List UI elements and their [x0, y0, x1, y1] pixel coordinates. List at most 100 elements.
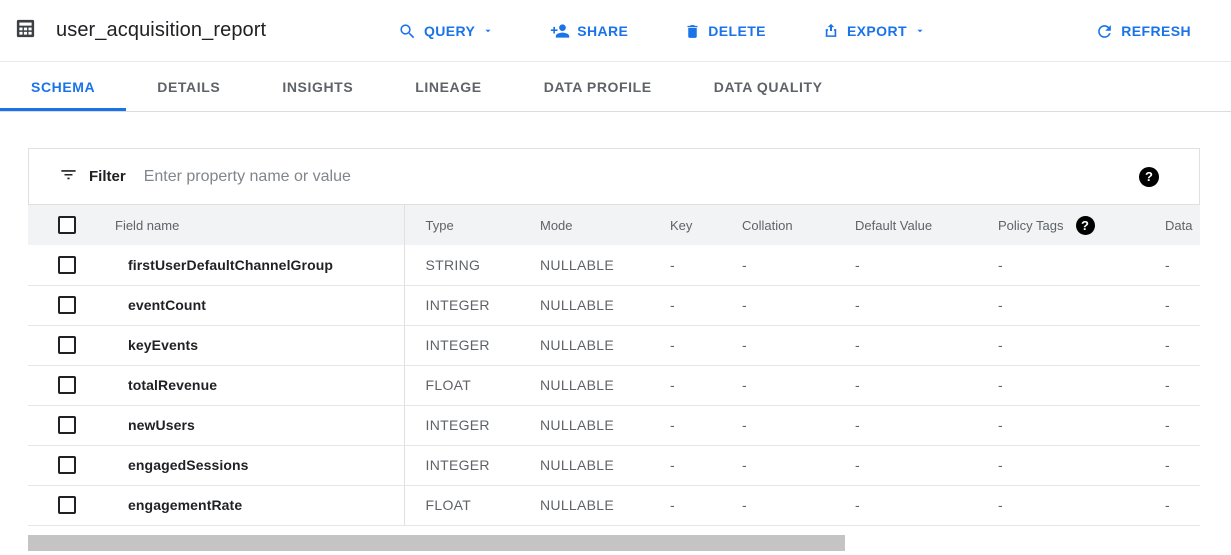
search-icon [398, 22, 417, 41]
refresh-icon [1095, 22, 1114, 41]
cell-field-name: newUsers [100, 405, 404, 446]
cell-default-value: - [840, 325, 984, 366]
column-header-type: Type [403, 205, 528, 245]
table-header-row: Field name Type Mode Key Collation Defau… [28, 205, 1200, 245]
filter-help-icon[interactable]: ? [1139, 166, 1159, 187]
row-checkbox[interactable] [58, 456, 76, 474]
cell-key: - [656, 445, 728, 486]
cell-policy-tags: - [984, 365, 1150, 406]
table-row: keyEvents INTEGER NULLABLE - - - - - [28, 325, 1200, 366]
cell-data: - [1150, 445, 1200, 486]
table-row: totalRevenue FLOAT NULLABLE - - - - - [28, 365, 1200, 406]
cell-data: - [1150, 325, 1200, 366]
cell-collation: - [728, 325, 840, 366]
cell-mode: NULLABLE [528, 445, 656, 486]
cell-mode: NULLABLE [528, 285, 656, 326]
share-button[interactable]: SHARE [550, 21, 628, 41]
cell-policy-tags: - [984, 485, 1150, 526]
refresh-button[interactable]: REFRESH [1095, 0, 1191, 62]
trash-icon [684, 23, 701, 40]
row-checkbox[interactable] [58, 416, 76, 434]
column-header-data: Data [1150, 205, 1200, 245]
toolbar: user_acquisition_report QUERY SHARE DELE… [0, 0, 1231, 62]
cell-mode: NULLABLE [528, 325, 656, 366]
horizontal-scrollbar [28, 534, 1214, 551]
policy-tags-help-icon[interactable]: ? [1075, 215, 1095, 235]
tab-data-quality[interactable]: DATA QUALITY [713, 78, 823, 95]
cell-key: - [656, 365, 728, 406]
cell-mode: NULLABLE [528, 485, 656, 526]
cell-collation: - [728, 365, 840, 406]
row-checkbox[interactable] [58, 376, 76, 394]
cell-type: FLOAT [403, 365, 528, 406]
delete-button[interactable]: DELETE [684, 23, 766, 40]
cell-collation: - [728, 485, 840, 526]
schema-table: Field name Type Mode Key Collation Defau… [28, 205, 1200, 526]
table-row: firstUserDefaultChannelGroup STRING NULL… [28, 245, 1200, 286]
cell-data: - [1150, 365, 1200, 406]
cell-field-name: totalRevenue [100, 365, 404, 406]
cell-key: - [656, 245, 728, 286]
select-all-checkbox[interactable] [58, 216, 76, 234]
table-row: eventCount INTEGER NULLABLE - - - - - [28, 285, 1200, 326]
cell-data: - [1150, 405, 1200, 446]
table-row: engagedSessions INTEGER NULLABLE - - - -… [28, 445, 1200, 486]
cell-policy-tags: - [984, 245, 1150, 286]
cell-default-value: - [840, 405, 984, 446]
toolbar-actions: QUERY SHARE DELETE EXPORT [398, 0, 926, 62]
filter-input[interactable] [143, 167, 1199, 186]
cell-field-name: engagementRate [100, 485, 404, 526]
cell-default-value: - [840, 245, 984, 286]
cell-policy-tags: - [984, 445, 1150, 486]
cell-key: - [656, 405, 728, 446]
column-header-collation: Collation [728, 205, 840, 245]
cell-policy-tags: - [984, 285, 1150, 326]
cell-default-value: - [840, 485, 984, 526]
chevron-down-icon [482, 25, 494, 37]
query-button-label: QUERY [424, 23, 476, 39]
cell-field-name: firstUserDefaultChannelGroup [100, 245, 404, 286]
column-header-field-name: Field name [100, 205, 404, 245]
schema-panel: Filter ? Field name Type Mode Key Collat… [28, 148, 1200, 526]
cell-type: INTEGER [403, 445, 528, 486]
export-upload-icon [822, 22, 840, 40]
cell-key: - [656, 285, 728, 326]
tab-schema[interactable]: SCHEMA [0, 62, 127, 111]
cell-collation: - [728, 245, 840, 286]
cell-data: - [1150, 485, 1200, 526]
row-checkbox[interactable] [58, 255, 76, 274]
column-header-default-value: Default Value [840, 205, 984, 245]
query-button[interactable]: QUERY [398, 22, 494, 41]
export-button[interactable]: EXPORT [822, 22, 926, 40]
table-row: newUsers INTEGER NULLABLE - - - - - [28, 405, 1200, 446]
column-header-policy-tags: Policy Tags ? [984, 205, 1150, 245]
tab-details[interactable]: DETAILS [157, 78, 221, 95]
share-button-label: SHARE [577, 23, 629, 39]
row-checkbox[interactable] [58, 496, 76, 514]
cell-mode: NULLABLE [528, 405, 656, 446]
cell-collation: - [728, 445, 840, 486]
horizontal-scrollbar-thumb[interactable] [28, 534, 845, 551]
cell-field-name: engagedSessions [100, 445, 404, 486]
cell-type: STRING [403, 245, 528, 286]
cell-default-value: - [840, 285, 984, 326]
cell-type: INTEGER [403, 405, 528, 446]
filter-bar: Filter ? [28, 148, 1200, 204]
row-checkbox[interactable] [58, 336, 76, 354]
row-checkbox[interactable] [58, 296, 76, 314]
schema-table-container: Field name Type Mode Key Collation Defau… [28, 204, 1200, 526]
tab-insights[interactable]: INSIGHTS [282, 78, 354, 95]
cell-mode: NULLABLE [528, 245, 656, 286]
refresh-button-label: REFRESH [1121, 23, 1191, 39]
tab-lineage[interactable]: LINEAGE [415, 78, 482, 95]
cell-collation: - [728, 285, 840, 326]
table-row: engagementRate FLOAT NULLABLE - - - - - [28, 485, 1200, 526]
title-group: user_acquisition_report [0, 17, 266, 45]
tab-data-profile[interactable]: DATA PROFILE [543, 78, 652, 95]
cell-mode: NULLABLE [528, 365, 656, 406]
policy-tags-label: Policy Tags [998, 217, 1064, 233]
cell-key: - [656, 325, 728, 366]
filter-list-icon [59, 165, 78, 189]
chevron-down-icon [914, 25, 926, 37]
cell-policy-tags: - [984, 325, 1150, 366]
